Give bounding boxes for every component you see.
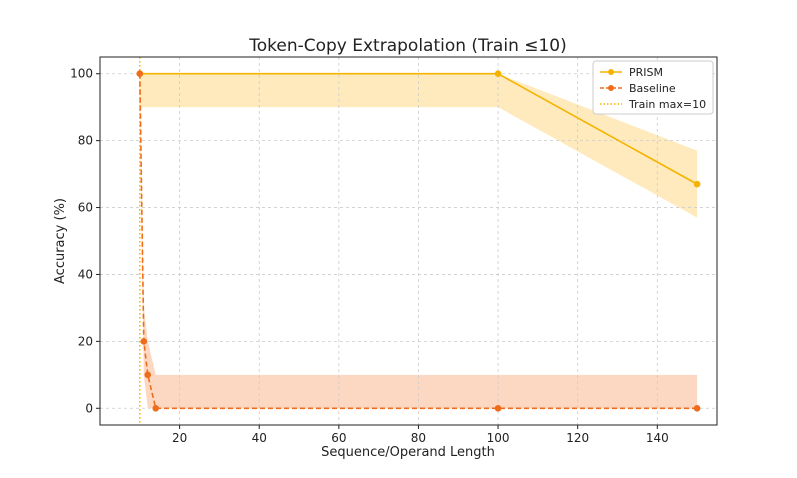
data-point-prism: [494, 70, 502, 78]
data-point-baseline: [152, 404, 160, 412]
legend-label-train-max: Train max=10: [628, 98, 706, 111]
chart-title: Token-Copy Extrapolation (Train ≤10): [248, 36, 567, 56]
x-tick-label: 140: [646, 431, 669, 445]
x-axis-label: Sequence/Operand Length: [321, 445, 495, 460]
legend-marker-baseline: [608, 85, 614, 91]
band-prism: [139, 73, 698, 218]
x-tick-label: 20: [172, 431, 187, 445]
data-point-baseline: [144, 371, 152, 379]
y-tick-label: 0: [85, 401, 93, 415]
x-tick-label: 100: [487, 431, 510, 445]
y-tick-label: 40: [78, 267, 93, 281]
data-point-baseline: [136, 70, 144, 78]
y-axis-ticks: 0 20 40 60 80 100: [70, 67, 100, 415]
x-tick-label: 60: [331, 431, 346, 445]
y-tick-label: 60: [78, 201, 93, 215]
legend-label-baseline: Baseline: [629, 82, 676, 95]
data-point-prism: [693, 180, 701, 188]
legend: PRISM Baseline Train max=10: [592, 60, 714, 115]
x-axis-ticks: 20 40 60 80 100 120 140: [172, 425, 669, 445]
legend-marker-prism: [608, 69, 614, 75]
x-tick-label: 40: [252, 431, 267, 445]
y-tick-label: 80: [78, 134, 93, 148]
data-point-baseline: [494, 404, 502, 412]
y-tick-label: 20: [78, 334, 93, 348]
x-tick-label: 80: [411, 431, 426, 445]
data-point-baseline: [693, 404, 701, 412]
x-tick-label: 120: [566, 431, 589, 445]
legend-box: [592, 60, 714, 115]
data-point-baseline: [140, 338, 148, 345]
confidence-bands: [139, 73, 698, 409]
y-tick-label: 100: [70, 67, 93, 81]
series-points: [136, 70, 701, 412]
y-axis-label: Accuracy (%): [53, 198, 68, 284]
legend-label-prism: PRISM: [629, 66, 663, 79]
plot-frame: [99, 56, 718, 426]
band-baseline: [139, 73, 698, 409]
